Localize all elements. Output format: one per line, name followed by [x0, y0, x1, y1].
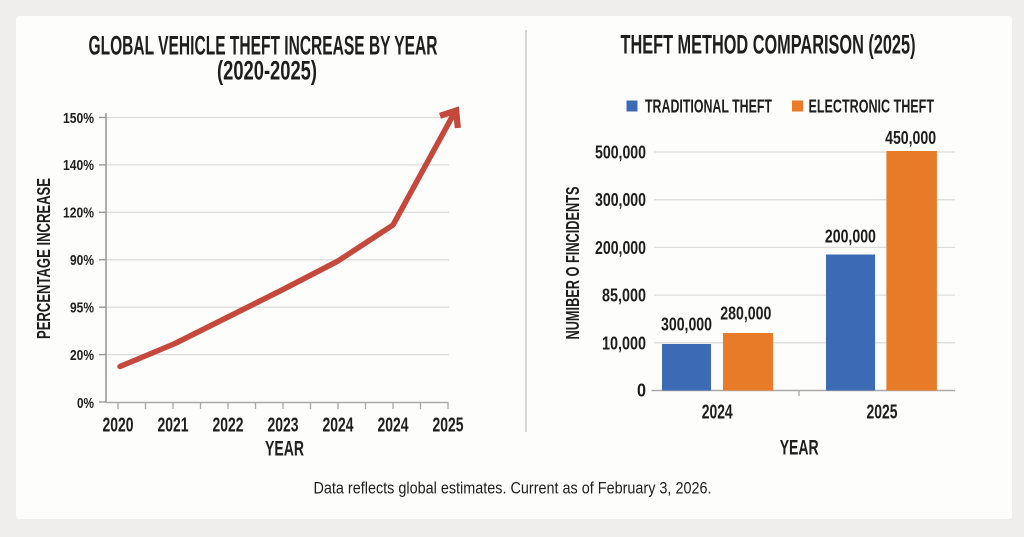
svg-text:YEAR: YEAR: [780, 437, 819, 460]
svg-text:TRADITIONAL THEFT: TRADITIONAL THEFT: [645, 97, 772, 117]
svg-text:280,000: 280,000: [720, 303, 771, 323]
svg-text:90%: 90%: [70, 252, 94, 269]
svg-text:300,000: 300,000: [595, 190, 646, 210]
svg-text:2021: 2021: [158, 415, 189, 437]
svg-text:150%: 150%: [63, 110, 94, 127]
svg-text:2024: 2024: [378, 415, 410, 437]
svg-text:Data reflects global estimates: Data reflects global estimates. Current …: [314, 479, 712, 498]
svg-text:ELECTRONIC THEFT: ELECTRONIC THEFT: [809, 97, 935, 117]
svg-text:PERCENTAGE INCREASE: PERCENTAGE INCREASE: [34, 178, 54, 339]
svg-text:2023: 2023: [268, 415, 299, 437]
svg-text:GLOBAL VEHICLE THEFT INCREASE: GLOBAL VEHICLE THEFT INCREASE BY YEAR: [89, 31, 438, 61]
svg-text:200,000: 200,000: [595, 238, 646, 258]
svg-text:THEFT METHOD COMPARISON (2025): THEFT METHOD COMPARISON (2025): [621, 30, 916, 60]
svg-text:NUMIBER O FINCIDENTS: NUMIBER O FINCIDENTS: [563, 187, 583, 340]
svg-text:2020: 2020: [103, 415, 134, 437]
svg-text:2025: 2025: [433, 415, 464, 437]
svg-text:0: 0: [637, 381, 646, 401]
svg-text:85,000: 85,000: [602, 286, 646, 306]
svg-text:2024: 2024: [702, 402, 734, 424]
svg-text:2024: 2024: [323, 415, 355, 437]
svg-text:2022: 2022: [213, 415, 244, 437]
svg-text:300,000: 300,000: [661, 314, 712, 334]
svg-text:20%: 20%: [70, 347, 94, 364]
svg-text:10,000: 10,000: [602, 333, 646, 353]
svg-text:2025: 2025: [867, 402, 898, 424]
svg-text:YEAR: YEAR: [265, 438, 304, 461]
svg-text:(2020-2025): (2020-2025): [217, 56, 317, 86]
svg-text:95%: 95%: [70, 300, 94, 317]
svg-text:0%: 0%: [77, 395, 94, 412]
svg-text:140%: 140%: [63, 157, 94, 174]
svg-text:450,000: 450,000: [885, 128, 936, 148]
svg-text:120%: 120%: [63, 205, 94, 222]
svg-text:200,000: 200,000: [825, 226, 876, 246]
svg-text:500,000: 500,000: [595, 143, 646, 163]
